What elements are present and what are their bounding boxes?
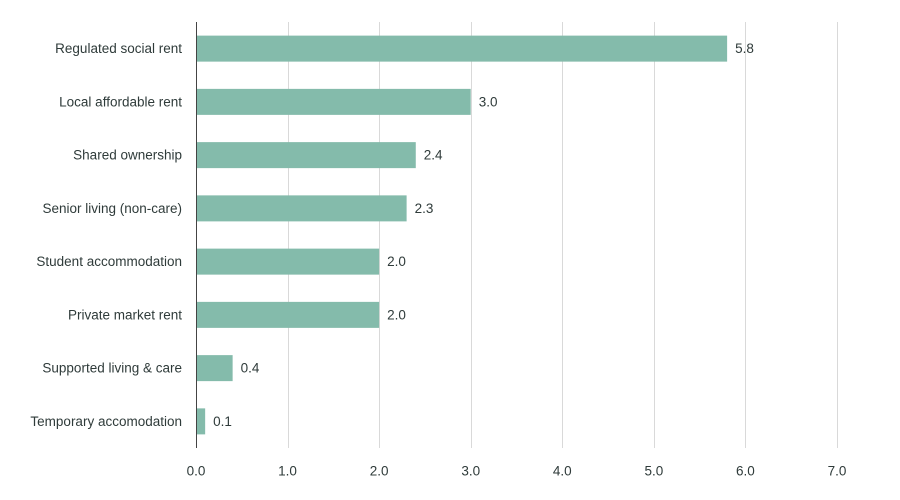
x-tick-label-5: 5.0 (644, 464, 663, 479)
bar-5 (196, 248, 380, 275)
value-label-1: 5.8 (735, 41, 754, 56)
bar-layer (196, 35, 728, 435)
category-label-7: Supported living & care (42, 361, 182, 376)
category-label-3: Shared ownership (73, 148, 182, 163)
category-label-8: Temporary accomodation (30, 414, 182, 429)
category-label-5: Student accommodation (36, 254, 182, 269)
x-tick-label-4: 4.0 (553, 464, 572, 479)
value-label-8: 0.1 (213, 414, 232, 429)
value-label-3: 2.4 (424, 148, 443, 163)
bar-2 (196, 88, 471, 115)
bar-4 (196, 195, 407, 222)
x-tick-label-3: 3.0 (461, 464, 480, 479)
x-tick-label-0: 0.0 (187, 464, 206, 479)
category-label-2: Local affordable rent (59, 94, 182, 109)
bar-1 (196, 35, 728, 62)
x-tick-label-7: 7.0 (828, 464, 847, 479)
category-label-1: Regulated social rent (55, 41, 182, 56)
bar-6 (196, 301, 380, 328)
value-label-4: 2.3 (415, 201, 434, 216)
x-tick-layer: 0.0 1.0 2.0 3.0 4.0 5.0 6.0 7.0 (187, 464, 847, 479)
value-label-5: 2.0 (387, 254, 406, 269)
value-label-6: 2.0 (387, 307, 406, 322)
x-tick-label-1: 1.0 (278, 464, 297, 479)
value-label-2: 3.0 (479, 94, 498, 109)
x-tick-label-6: 6.0 (736, 464, 755, 479)
bar-7 (196, 355, 233, 382)
category-label-4: Senior living (non-care) (42, 201, 182, 216)
category-label-6: Private market rent (68, 307, 182, 322)
x-tick-label-2: 2.0 (370, 464, 389, 479)
value-label-7: 0.4 (241, 361, 260, 376)
grid-layer (288, 22, 838, 448)
bar-8 (196, 408, 206, 435)
label-layer: Regulated social rent 5.8 Local affordable… (30, 41, 753, 429)
bar-3 (196, 142, 416, 169)
